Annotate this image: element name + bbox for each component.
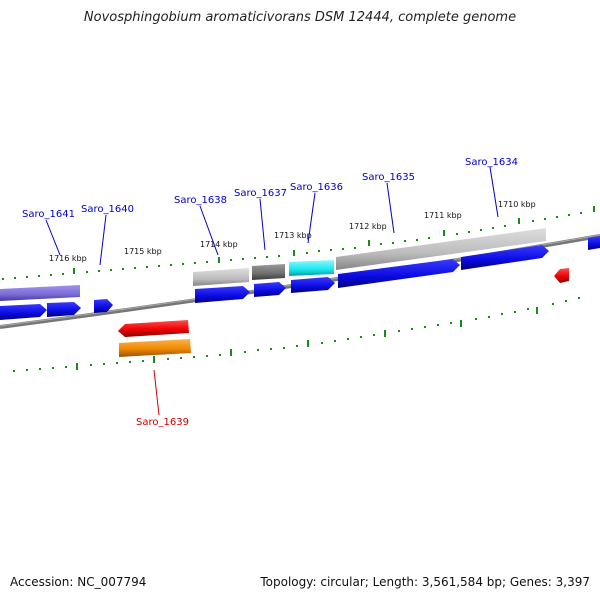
gene-label-saro1637: Saro_1637 xyxy=(234,188,287,199)
feature-orange-1639 xyxy=(119,339,191,357)
leader-saro1634 xyxy=(489,166,499,218)
outer-scale-dots xyxy=(2,212,582,280)
cds-saro1641b xyxy=(47,302,81,317)
leader-saro1638 xyxy=(199,205,219,256)
leader-saro1637 xyxy=(259,198,266,251)
gene-labels: Saro_1641 Saro_1640 Saro_1638 Saro_1637 … xyxy=(22,157,518,428)
feature-track-upper xyxy=(0,228,546,301)
gene-label-saro1636: Saro_1636 xyxy=(290,182,343,193)
leader-saro1636 xyxy=(307,192,316,244)
inner-scale-major-ticks xyxy=(76,307,538,370)
gene-label-saro1641: Saro_1641 xyxy=(22,209,75,220)
cds-saro1634 xyxy=(461,245,549,270)
leader-saro1641 xyxy=(45,219,61,256)
tick-label-1712: 1712 kbp xyxy=(349,222,387,231)
cds-small-red-right xyxy=(554,268,569,283)
feature-lightgray-1635-1634 xyxy=(336,228,546,270)
gene-label-saro1640: Saro_1640 xyxy=(81,204,134,215)
leader-saro1640 xyxy=(99,214,107,266)
cds-saro1636 xyxy=(291,277,335,293)
cds-saro1641 xyxy=(0,304,47,320)
feature-lavender-left xyxy=(0,285,80,301)
outer-scale-major-ticks xyxy=(73,206,595,274)
feature-darkgray-1637 xyxy=(252,264,285,280)
leader-saro1639 xyxy=(153,369,160,416)
cds-saro1637 xyxy=(254,282,286,297)
genome-summary-text: Topology: circular; Length: 3,561,584 bp… xyxy=(260,575,590,589)
label-leaders xyxy=(45,166,499,416)
accession-text: Accession: NC_007794 xyxy=(10,575,147,589)
cds-offscreen-right xyxy=(588,236,600,250)
gene-label-saro1638: Saro_1638 xyxy=(174,195,227,206)
cds-saro1635 xyxy=(338,259,460,288)
forward-cds-track xyxy=(0,236,600,320)
gene-label-saro1639: Saro_1639 xyxy=(136,417,189,428)
inner-scale-dots xyxy=(13,297,580,372)
cds-saro1638 xyxy=(195,286,250,303)
gene-label-saro1635: Saro_1635 xyxy=(362,172,415,183)
scale-labels: 1716 kbp 1715 kbp 1714 kbp 1713 kbp 1712… xyxy=(49,200,536,263)
tick-label-1714: 1714 kbp xyxy=(200,240,238,249)
gene-label-saro1634: Saro_1634 xyxy=(465,157,518,168)
cds-saro1639 xyxy=(118,320,189,337)
tick-label-1710: 1710 kbp xyxy=(498,200,536,209)
tick-label-1716: 1716 kbp xyxy=(49,254,87,263)
tick-label-1711: 1711 kbp xyxy=(424,211,462,220)
cds-saro1640 xyxy=(94,299,113,313)
leader-saro1635 xyxy=(386,182,395,234)
tick-label-1715: 1715 kbp xyxy=(124,247,162,256)
map-title: Novosphingobium aromaticivorans DSM 1244… xyxy=(83,10,517,25)
tick-label-1713: 1713 kbp xyxy=(274,231,312,240)
feature-cyan-1636 xyxy=(289,260,334,276)
reverse-cds-track xyxy=(118,268,569,357)
feature-lightgray-1638 xyxy=(193,268,249,286)
